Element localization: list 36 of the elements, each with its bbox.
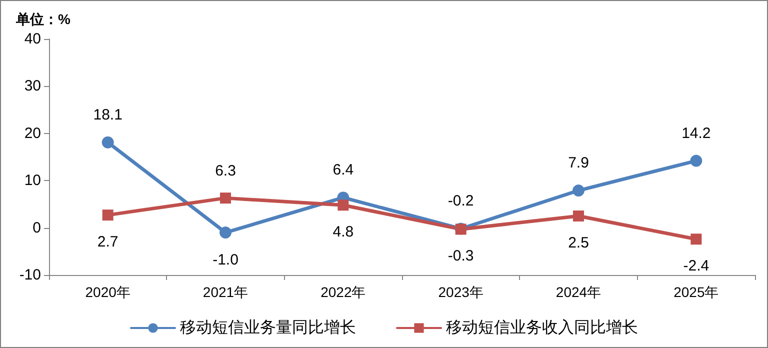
y-tick-label: 20 bbox=[24, 124, 41, 142]
data-label: 14.2 bbox=[682, 124, 711, 142]
data-label: 6.3 bbox=[215, 162, 236, 180]
data-label: 7.9 bbox=[568, 154, 589, 172]
data-label: -0.2 bbox=[448, 192, 474, 210]
data-label: -2.4 bbox=[683, 258, 710, 275]
point bbox=[573, 210, 584, 222]
point bbox=[102, 210, 114, 221]
point bbox=[572, 184, 584, 197]
y-tick-label: 10 bbox=[24, 172, 41, 190]
data-label: 18.1 bbox=[93, 106, 122, 124]
data-label: -0.3 bbox=[448, 248, 474, 265]
point bbox=[338, 200, 349, 211]
x-tick-label: 2025年 bbox=[674, 284, 719, 300]
data-label: 6.4 bbox=[332, 162, 354, 179]
point bbox=[690, 154, 702, 167]
x-tick-label: 2021年 bbox=[202, 284, 248, 300]
x-tick-label: 2020年 bbox=[85, 284, 130, 300]
point bbox=[220, 192, 231, 204]
data-label: 2.7 bbox=[97, 234, 118, 251]
x-tick-label: 2023年 bbox=[438, 284, 484, 300]
y-tick-label: 30 bbox=[24, 78, 41, 95]
legend-label: 移动短信业务收入同比增长 bbox=[446, 318, 638, 336]
legend-label: 移动短信业务量同比增长 bbox=[180, 318, 356, 336]
point bbox=[220, 226, 232, 239]
data-label: 4.8 bbox=[332, 224, 354, 241]
y-axis-title: 单位：% bbox=[15, 11, 71, 27]
point bbox=[690, 234, 702, 245]
y-tick-label: 40 bbox=[24, 30, 41, 48]
data-label: 2.5 bbox=[568, 234, 589, 252]
point bbox=[102, 136, 114, 148]
x-tick-label: 2024年 bbox=[556, 284, 602, 300]
data-label: -1.0 bbox=[212, 252, 238, 269]
y-tick-label: -10 bbox=[19, 266, 41, 284]
x-tick-label: 2022年 bbox=[320, 284, 366, 300]
y-tick-label: 0 bbox=[32, 219, 41, 236]
